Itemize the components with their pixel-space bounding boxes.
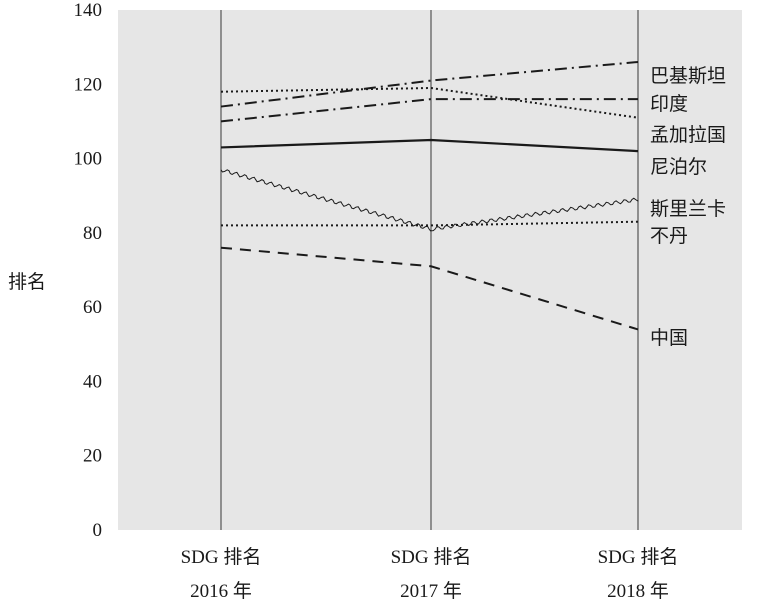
series-label: 孟加拉国 [650, 124, 726, 146]
y-axis-tick-labels: 0 20 40 60 80 100 120 140 [74, 0, 103, 541]
x-category-year-label: 2016 年 [190, 580, 252, 602]
category-gridlines [220, 10, 639, 530]
y-tick-label: 0 [93, 520, 103, 541]
series-label: 不丹 [650, 225, 688, 247]
y-axis-label: 排名 [8, 271, 46, 293]
series-line [221, 220, 639, 227]
x-category-year-label: 2017 年 [400, 580, 462, 602]
series-label: 斯里兰卡 [650, 198, 726, 220]
y-tick-label: 40 [83, 371, 102, 392]
y-tick-label: 140 [74, 0, 103, 21]
y-tick-label: 120 [74, 74, 103, 95]
y-tick-label: 80 [83, 223, 102, 244]
y-tick-label: 100 [74, 149, 103, 170]
series-line [220, 138, 639, 153]
series-label: 中国 [650, 327, 688, 349]
series-lines [220, 61, 639, 331]
x-category-label: SDG 排名 [598, 546, 679, 568]
series-line [220, 246, 639, 331]
x-category-year-label: 2018 年 [607, 580, 669, 602]
x-category-label: SDG 排名 [391, 546, 472, 568]
series-label: 印度 [650, 93, 688, 115]
series-label: 巴基斯坦 [650, 65, 726, 87]
y-tick-label: 20 [83, 446, 102, 467]
plot-area [118, 10, 742, 530]
y-tick-label: 60 [83, 297, 102, 318]
x-axis-category-labels: SDG 排名 2016 年 SDG 排名 2017 年 SDG 排名 2018 年 [181, 546, 679, 602]
series-line [220, 86, 639, 119]
x-category-label: SDG 排名 [181, 546, 262, 568]
series-label: 尼泊尔 [650, 156, 707, 178]
